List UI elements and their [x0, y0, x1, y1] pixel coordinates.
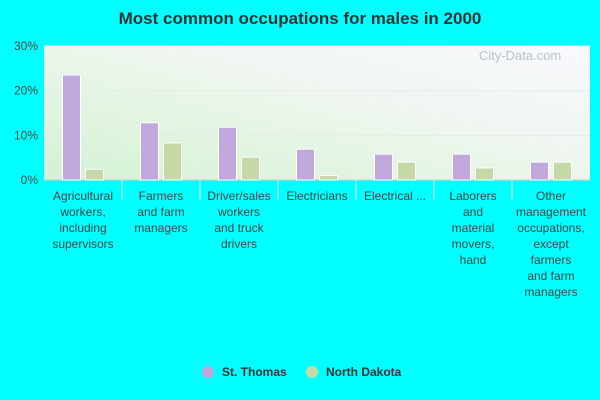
category-label: workers,	[59, 205, 105, 219]
legend-label: St. Thomas	[222, 365, 287, 379]
bar-st-thomas	[452, 153, 471, 181]
bar-north-dakota	[163, 142, 182, 181]
watermark: City-Data.com	[479, 48, 561, 63]
category-label: farmers	[531, 253, 572, 267]
bar-st-thomas	[374, 153, 393, 181]
bar-st-thomas	[62, 74, 81, 181]
category-label: Driver/sales	[207, 189, 270, 203]
bar-st-thomas	[296, 148, 315, 181]
category-label: and truck	[214, 221, 264, 235]
bar-st-thomas	[530, 161, 549, 181]
bar-north-dakota	[241, 156, 260, 181]
bar-north-dakota	[319, 175, 338, 181]
y-axis: 0% 10% 20% 30%	[14, 39, 38, 187]
bars	[62, 74, 572, 181]
category-label: supervisors	[52, 237, 113, 251]
category-label: hand	[460, 253, 487, 267]
category-label: including	[59, 221, 106, 235]
category-separators	[121, 180, 513, 200]
category-label: Agricultural	[53, 189, 113, 203]
chart-title: Most common occupations for males in 200…	[119, 9, 482, 28]
category-label: Farmers	[139, 189, 184, 203]
bar-north-dakota	[85, 168, 104, 181]
category-label: workers	[217, 205, 260, 219]
bar-north-dakota	[475, 167, 494, 181]
category-label: Electrical ...	[364, 189, 426, 203]
category-label: drivers	[221, 237, 257, 251]
bar-north-dakota	[397, 161, 416, 181]
category-label: movers,	[452, 237, 495, 251]
category-label: management	[516, 205, 587, 219]
category-label: managers	[524, 285, 577, 299]
x-axis: Agricultural workers, including supervisors…	[52, 189, 586, 299]
bar-north-dakota	[553, 161, 572, 181]
category-label: except	[533, 237, 569, 251]
category-label: and	[463, 205, 483, 219]
category-label: and farm	[137, 205, 184, 219]
bar-st-thomas	[140, 122, 159, 181]
category-label: Other	[536, 189, 566, 203]
category-label: Laborers	[449, 189, 496, 203]
y-tick-label: 20%	[14, 84, 38, 98]
y-tick-label: 0%	[21, 173, 39, 187]
plot-area	[44, 46, 590, 180]
bar-st-thomas	[218, 126, 237, 181]
y-tick-label: 10%	[14, 128, 38, 142]
legend: St. Thomas North Dakota	[202, 365, 402, 379]
category-label: occupations,	[517, 221, 584, 235]
legend-label: North Dakota	[326, 365, 402, 379]
y-tick-label: 30%	[14, 39, 38, 53]
legend-swatch	[306, 366, 318, 378]
category-label: and farm	[527, 269, 574, 283]
legend-swatch	[202, 366, 214, 378]
category-label: Electricians	[286, 189, 347, 203]
grid	[44, 45, 590, 181]
category-label: managers	[134, 221, 187, 235]
category-label: material	[452, 221, 495, 235]
